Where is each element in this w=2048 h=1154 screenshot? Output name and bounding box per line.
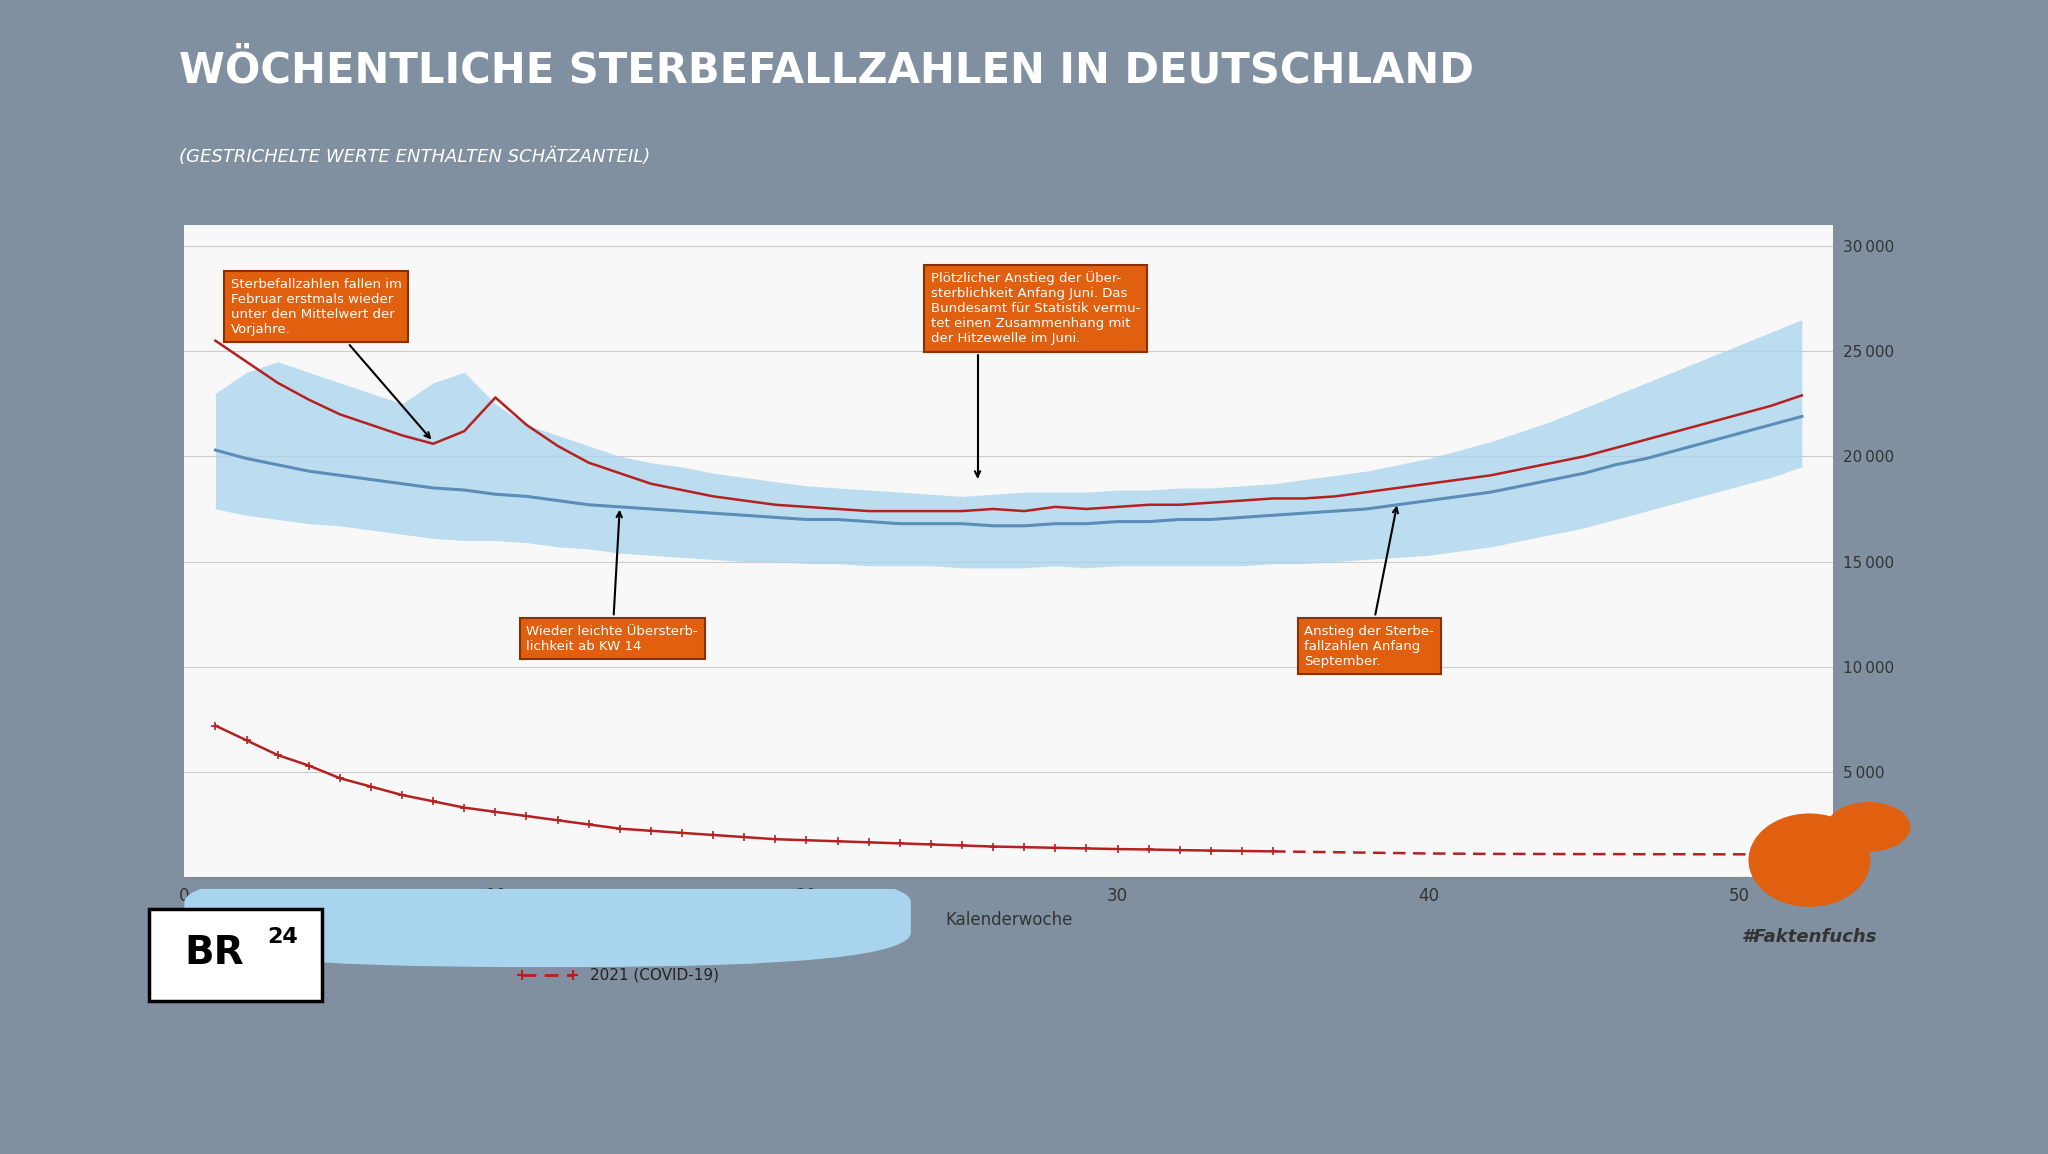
FancyBboxPatch shape (150, 909, 322, 1001)
X-axis label: Kalenderwoche: Kalenderwoche (944, 911, 1073, 929)
Text: 24: 24 (266, 928, 297, 947)
Text: 2021: 2021 (258, 968, 297, 982)
Text: 2017–2020 (min./max.): 2017–2020 (min./max.) (590, 911, 768, 924)
Text: (GESTRICHELTE WERTE ENTHALTEN SCHÄTZANTEIL): (GESTRICHELTE WERTE ENTHALTEN SCHÄTZANTE… (178, 148, 649, 166)
Text: WÖCHENTLICHE STERBEFALLZAHLEN IN DEUTSCHLAND: WÖCHENTLICHE STERBEFALLZAHLEN IN DEUTSCH… (178, 50, 1475, 92)
Text: 2021 (COVID-19): 2021 (COVID-19) (590, 968, 719, 982)
Text: Sterbefallzahlen fallen im
Februar erstmals wieder
unter den Mittelwert der
Vorj: Sterbefallzahlen fallen im Februar erstm… (231, 278, 430, 437)
Ellipse shape (1749, 814, 1870, 907)
FancyBboxPatch shape (184, 868, 911, 967)
Text: 2017–2020 Median: 2017–2020 Median (258, 911, 403, 924)
Text: Anstieg der Sterbe-
fallzahlen Anfang
September.: Anstieg der Sterbe- fallzahlen Anfang Se… (1305, 508, 1434, 668)
Text: #Faktenfuchs: #Faktenfuchs (1741, 928, 1878, 946)
Circle shape (1827, 802, 1911, 852)
Text: BR: BR (184, 934, 244, 972)
Text: Wieder leichte Übersterb-
lichkeit ab KW 14: Wieder leichte Übersterb- lichkeit ab KW… (526, 512, 698, 653)
Text: Plötzlicher Anstieg der Über-
sterblichkeit Anfang Juni. Das
Bundesamt für Stati: Plötzlicher Anstieg der Über- sterblichk… (932, 271, 1141, 477)
